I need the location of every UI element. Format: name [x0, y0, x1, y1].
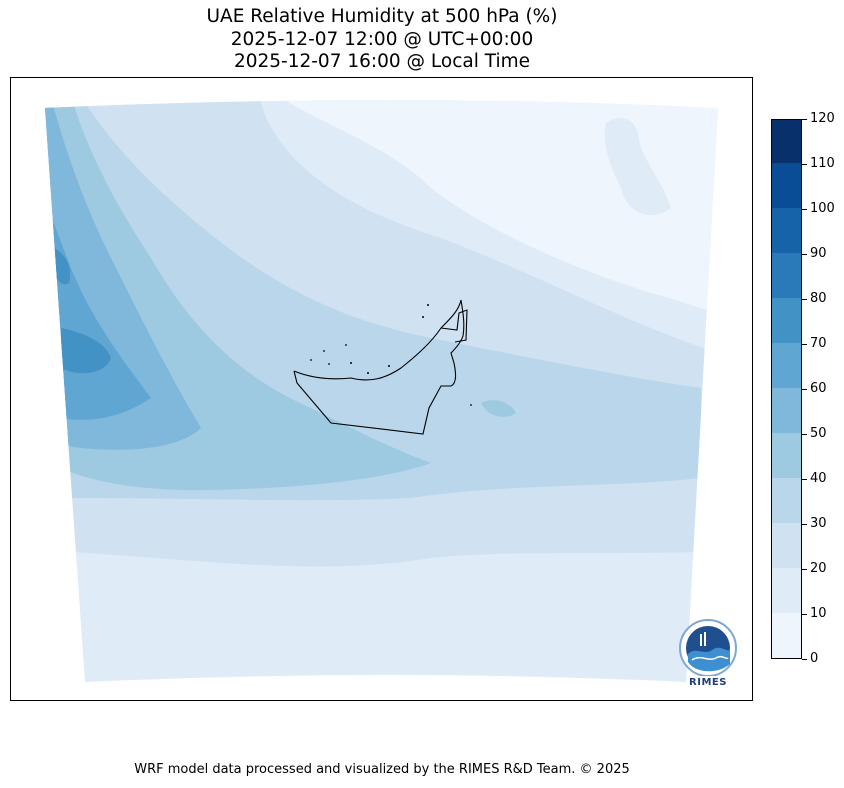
colorbar-tick-label: 0 [810, 651, 819, 666]
colorbar-tick [802, 163, 807, 165]
colorbar-tick [802, 253, 807, 255]
colorbar-segment-30-40 [772, 477, 801, 523]
colorbar-segment-90-100 [772, 207, 801, 253]
title-line-3: 2025-12-07 16:00 @ Local Time [233, 51, 531, 72]
map-frame [10, 77, 753, 701]
uae-outline [293, 299, 468, 435]
uae-border [293, 370, 451, 435]
footer-credit: WRF model data processed and visualized … [134, 762, 630, 777]
humidity-dry-patch [604, 118, 671, 216]
colorbar-tick-label: 20 [810, 561, 827, 576]
colorbar-segment-100-110 [772, 162, 801, 208]
colorbar-segment-70-80 [772, 297, 801, 343]
colorbar-tick-label: 80 [810, 291, 827, 306]
colorbar-segment-110-120 [772, 120, 801, 163]
uae-coastline [293, 299, 465, 387]
colorbar-segment-0-10 [772, 612, 801, 658]
colorbar-tick-label: 70 [810, 336, 827, 351]
colorbar-tick-label: 100 [810, 201, 835, 216]
title-line-2: 2025-12-07 12:00 @ UTC+00:00 [230, 28, 534, 50]
colorbar-tick [802, 298, 807, 300]
colorbar-segment-10-20 [772, 567, 801, 613]
oman-border [440, 309, 468, 343]
colorbar-tick-label: 50 [810, 426, 827, 441]
colorbar-tick-label: 90 [810, 246, 827, 261]
colorbar-tick-label: 120 [810, 111, 835, 126]
colorbar-tick-label: 10 [810, 606, 827, 621]
colorbar-tick [802, 613, 807, 615]
title-line-1: UAE Relative Humidity at 500 hPa (%) [206, 6, 558, 27]
humidity-map [45, 100, 718, 682]
islands [310, 304, 472, 406]
colorbar-tick [802, 523, 807, 525]
colorbar-segment-20-30 [772, 522, 801, 568]
colorbar-tick-label: 60 [810, 381, 827, 396]
colorbar-tick-label: 30 [810, 516, 827, 531]
colorbar-segment-40-50 [772, 432, 801, 478]
colorbar-tick [802, 568, 807, 570]
colorbar-tick [802, 433, 807, 435]
colorbar-segment-50-60 [772, 387, 801, 433]
colorbar-segment-60-70 [772, 342, 801, 388]
colorbar-tick [802, 343, 807, 345]
humidity-band-70-80-north [53, 248, 71, 285]
colorbar [771, 119, 802, 659]
colorbar-tick [802, 658, 807, 660]
humidity-band-0-10 [281, 100, 718, 323]
colorbar-segment-80-90 [772, 252, 801, 298]
colorbar-tick-label: 110 [810, 156, 835, 171]
colorbar-tick [802, 478, 807, 480]
chart-title: UAE Relative Humidity at 500 hPa (%) 202… [0, 6, 764, 74]
colorbar-tick [802, 118, 807, 120]
colorbar-tick [802, 208, 807, 210]
humidity-band-70-80 [61, 328, 111, 374]
colorbar-tick-label: 40 [810, 471, 827, 486]
logo-text: RIMES [689, 677, 727, 688]
colorbar-tick [802, 388, 807, 390]
rimes-logo: RIMES [674, 616, 742, 690]
rimes-logo-mark [679, 619, 737, 677]
humidity-moist-patch [481, 400, 516, 417]
